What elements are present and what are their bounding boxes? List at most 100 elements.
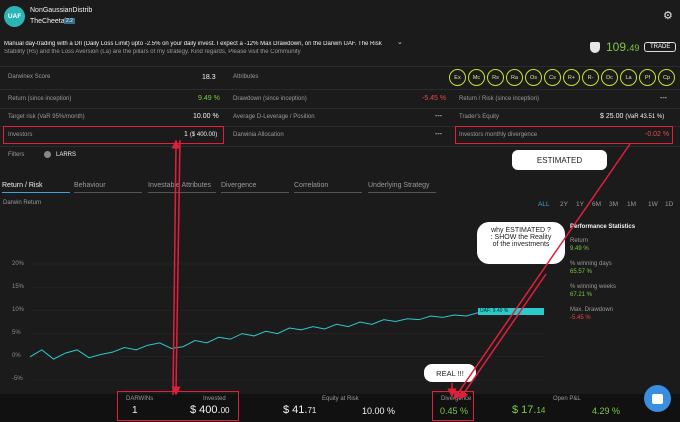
tab-behaviour[interactable]: Behaviour xyxy=(74,182,142,193)
y-tick: -5% xyxy=(12,376,23,382)
invested-value: $ 400.00 xyxy=(190,404,230,416)
perf-winning-weeks-value: 67.21 % xyxy=(570,292,593,298)
portfolio-bar xyxy=(0,394,680,422)
tab-underlying-strategy[interactable]: Underlying Strategy xyxy=(368,182,436,193)
return-risk-label: Return / Risk (since inception) xyxy=(459,96,540,102)
annotation-real: REAL !!! xyxy=(424,364,476,382)
tab-divergence[interactable]: Divergence xyxy=(221,182,289,193)
attr-badge-mc[interactable]: Mc xyxy=(468,69,485,86)
attr-badge-cs[interactable]: Cs xyxy=(544,69,561,86)
open-pl-value: $ 17.14 xyxy=(512,404,546,416)
annotation-why-estimated: why ESTIMATED ? : SHOW the Reality of th… xyxy=(477,222,565,264)
arrow-why-to-divergence xyxy=(459,273,547,400)
description-line1: Manual day-trading with a DII (Daily Los… xyxy=(4,41,382,47)
darwins-value: 1 xyxy=(132,405,138,416)
darwinia-label: Darwinia Allocation xyxy=(233,132,284,138)
trader-name[interactable]: TheCheetah xyxy=(30,18,69,25)
attr-badge-rminus[interactable]: R- xyxy=(582,69,599,86)
chevron-down-icon[interactable]: ⌄ xyxy=(397,39,403,46)
attr-badge-ex[interactable]: Ex xyxy=(449,69,466,86)
investors-label: Investors xyxy=(8,132,33,138)
drawdown-value: -5.45 % xyxy=(422,95,447,102)
timeframe-2y[interactable]: 2Y xyxy=(560,201,568,208)
annotation-box-monthly-divergence xyxy=(455,126,673,144)
return-risk-value: --- xyxy=(660,95,667,102)
return-value: 9.49 % xyxy=(198,95,220,102)
trader-level-badge: 2.2 xyxy=(64,18,75,24)
chat-button[interactable] xyxy=(644,385,671,412)
darwin-name: NonGaussianDistrib xyxy=(30,7,93,14)
darwinex-score-value: 18.3 xyxy=(202,74,216,81)
avg-leverage-label: Average D-Leverage / Position xyxy=(233,114,315,120)
darwin-score-big: 109.49 xyxy=(606,40,640,54)
traders-equity-label: Trader's Equity xyxy=(459,114,499,120)
timeframe-1w[interactable]: 1W xyxy=(648,201,658,208)
target-risk-value: 10.00 % xyxy=(193,113,219,120)
y-tick: 5% xyxy=(12,330,21,336)
attr-badge-rs[interactable]: Rs xyxy=(487,69,504,86)
invested-label: Invested xyxy=(203,396,226,402)
darwinia-value: --- xyxy=(435,131,442,138)
darwins-label: DARWINs xyxy=(126,396,154,402)
filter-avatar xyxy=(44,151,51,158)
monthly-divergence-label: Investors monthly divergence xyxy=(459,132,538,138)
perf-title: Performance Statistics xyxy=(570,224,636,230)
monthly-divergence-value: -0.02 % xyxy=(645,131,670,138)
darwin-logo: UAF xyxy=(4,6,25,27)
arrow-estimated-to-divergence xyxy=(453,143,631,400)
perf-return-label: Return xyxy=(570,238,589,244)
trade-button[interactable]: TRADE xyxy=(644,42,677,52)
annotation-estimated: ESTIMATED xyxy=(512,150,607,170)
timeframe-1d[interactable]: 1D xyxy=(665,201,674,208)
annotation-box-investors xyxy=(3,126,224,144)
filter-value[interactable]: LARRS xyxy=(56,152,77,158)
perf-return-value: 9.49 % xyxy=(570,246,589,252)
y-tick: 10% xyxy=(12,307,25,313)
arrow-investors-to-invested-down xyxy=(171,139,181,396)
timeframe-1m[interactable]: 1M xyxy=(627,201,637,208)
perf-winning-weeks-label: % winning weeks xyxy=(570,284,617,290)
chart-title: Darwin Return xyxy=(3,200,42,206)
equity-at-risk-value: $ 41.71 xyxy=(283,404,317,416)
perf-winning-days-label: % winning days xyxy=(570,261,612,267)
chat-icon xyxy=(652,393,663,404)
timeframe-3m[interactable]: 3M xyxy=(609,201,619,208)
filters-label: Filters xyxy=(8,152,25,158)
divergence-value: 0.45 % xyxy=(440,406,469,416)
drawdown-label: Drawdown (since inception) xyxy=(233,96,307,102)
attr-badge-os[interactable]: Os xyxy=(525,69,542,86)
equity-at-risk-pct: 10.00 % xyxy=(362,406,396,416)
timeframe-1y[interactable]: 1Y xyxy=(576,201,584,208)
attr-badge-ra[interactable]: Ra xyxy=(506,69,523,86)
attr-badge-la[interactable]: La xyxy=(620,69,637,86)
open-pl-pct: 4.29 % xyxy=(592,406,621,416)
open-pl-label: Open P&L xyxy=(553,396,581,402)
return-label: Return (since inception) xyxy=(8,96,72,102)
attributes-label: Attributes xyxy=(233,74,259,80)
shield-icon xyxy=(590,42,600,53)
tab-correlation[interactable]: Correlation xyxy=(294,182,362,193)
traders-equity-value: $ 25.00 (VaR 43.51 %) xyxy=(600,113,665,120)
series-end-label: UAF: 9.49 % xyxy=(478,308,544,315)
y-tick: 20% xyxy=(12,261,25,267)
perf-winning-days-value: 65.57 % xyxy=(570,269,593,275)
attr-badge-dc[interactable]: Dc xyxy=(601,69,618,86)
timeframe-6m[interactable]: 6M xyxy=(592,201,602,208)
description-line2: Stability (Rs) and the Loss Aversion (La… xyxy=(4,49,301,55)
attr-badge-cp[interactable]: Cp xyxy=(658,69,675,86)
perf-max-dd-label: Max. Drawdown xyxy=(570,307,614,313)
avg-leverage-value: --- xyxy=(435,113,442,120)
gear-icon[interactable]: ⚙ xyxy=(663,10,673,22)
attr-badge-rplus[interactable]: R+ xyxy=(563,69,580,86)
y-tick: 0% xyxy=(12,353,21,359)
equity-at-risk-label: Equity at Risk xyxy=(322,396,359,402)
investors-value: 1 ($ 400.00) xyxy=(184,131,218,138)
perf-max-dd-value: -5.45 % xyxy=(570,315,591,321)
attr-badge-pf[interactable]: Pf xyxy=(639,69,656,86)
timeframe-all[interactable]: ALL xyxy=(538,201,550,208)
tab-return-risk[interactable]: Return / Risk xyxy=(2,182,70,193)
darwinex-score-label: Darwinex Score xyxy=(8,74,51,80)
y-tick: 15% xyxy=(12,284,25,290)
target-risk-label: Target risk (VaR 95%/month) xyxy=(8,114,85,120)
